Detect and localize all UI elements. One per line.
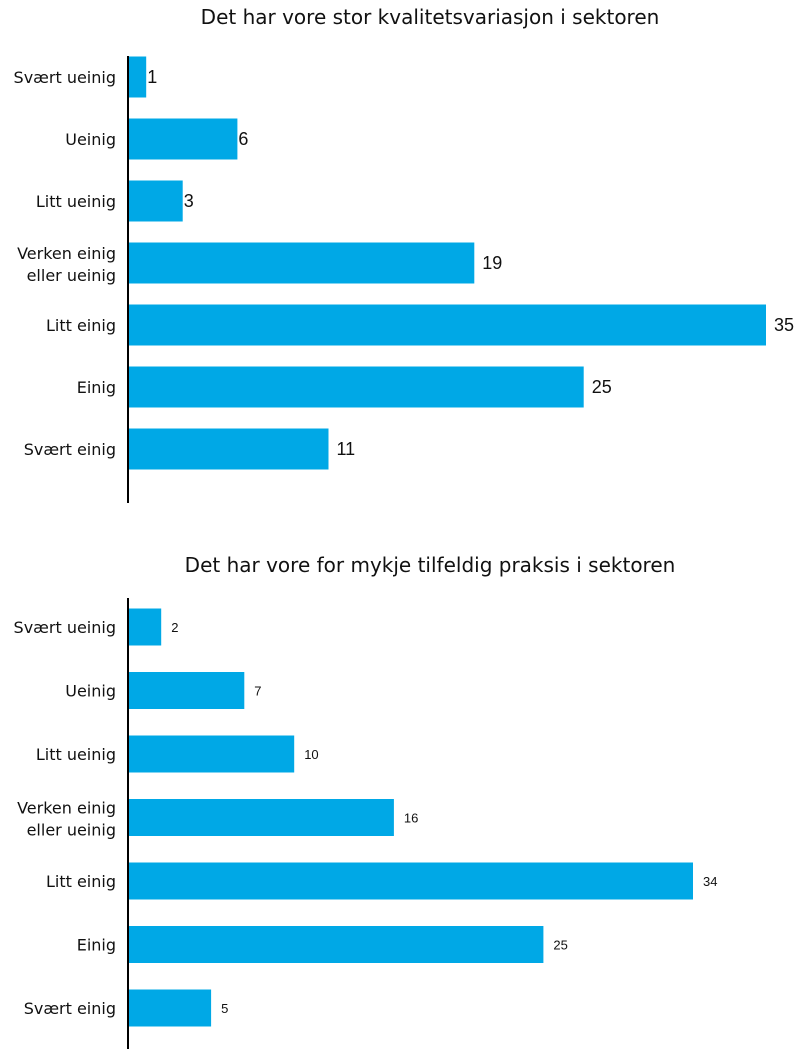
bar — [128, 989, 212, 1027]
category-label: Svært ueinig — [14, 618, 116, 637]
value-label: 2 — [171, 620, 178, 635]
bars — [128, 56, 766, 470]
value-label: 1 — [147, 67, 157, 87]
bar — [128, 862, 693, 900]
value-labels: 1 6 3 19 35 25 11 — [147, 67, 794, 459]
value-label: 25 — [592, 377, 612, 397]
value-label: 10 — [304, 747, 318, 762]
bar — [128, 56, 147, 98]
bar — [128, 180, 183, 222]
bar — [128, 428, 329, 470]
bar — [128, 366, 584, 408]
bar — [128, 118, 238, 160]
bar — [128, 799, 394, 836]
bar — [128, 608, 162, 646]
chart-1: Det har vore stor kvalitetsvariasjon i s… — [14, 5, 794, 503]
value-labels: 2 7 10 16 34 25 5 — [171, 620, 717, 1016]
bar — [128, 242, 475, 284]
category-label: Litt einig — [46, 316, 116, 335]
category-label: Litt ueinig — [36, 745, 116, 764]
category-label: Einig — [77, 378, 116, 397]
bar — [128, 735, 295, 773]
value-label: 35 — [774, 315, 794, 335]
value-label: 6 — [238, 129, 248, 149]
category-label: Litt ueinig — [36, 192, 116, 211]
value-label: 5 — [221, 1001, 228, 1016]
value-label: 11 — [337, 439, 356, 459]
chart-2: Det har vore for mykje tilfeldig praksis… — [14, 553, 717, 1049]
category-labels: Svært ueinig Ueinig Litt ueinig Verken eini… — [14, 68, 116, 459]
chart-title: Det har vore stor kvalitetsvariasjon i s… — [201, 5, 660, 29]
bar — [128, 672, 245, 709]
value-label: 7 — [254, 684, 261, 699]
chart-title: Det har vore for mykje tilfeldig praksis… — [185, 553, 676, 577]
category-label: Svært einig — [24, 999, 116, 1018]
bar — [128, 926, 544, 963]
category-label: Litt einig — [46, 872, 116, 891]
category-label: Ueinig — [65, 130, 116, 149]
bar — [128, 304, 766, 346]
category-label: Einig — [77, 936, 116, 955]
bars — [128, 608, 693, 1027]
value-label: 25 — [553, 938, 567, 953]
category-label: Svært einig — [24, 440, 116, 459]
value-label: 3 — [184, 191, 194, 211]
category-label: Verken einig eller ueinig — [17, 244, 116, 285]
value-label: 34 — [703, 874, 717, 889]
value-label: 16 — [404, 811, 418, 826]
category-label: Ueinig — [65, 682, 116, 701]
value-label: 19 — [482, 253, 502, 273]
category-labels: Svært ueinig Ueinig Litt ueinig Verken eini… — [14, 618, 116, 1018]
category-label: Svært ueinig — [14, 68, 116, 87]
category-label: Verken einig eller ueinig — [17, 799, 116, 840]
